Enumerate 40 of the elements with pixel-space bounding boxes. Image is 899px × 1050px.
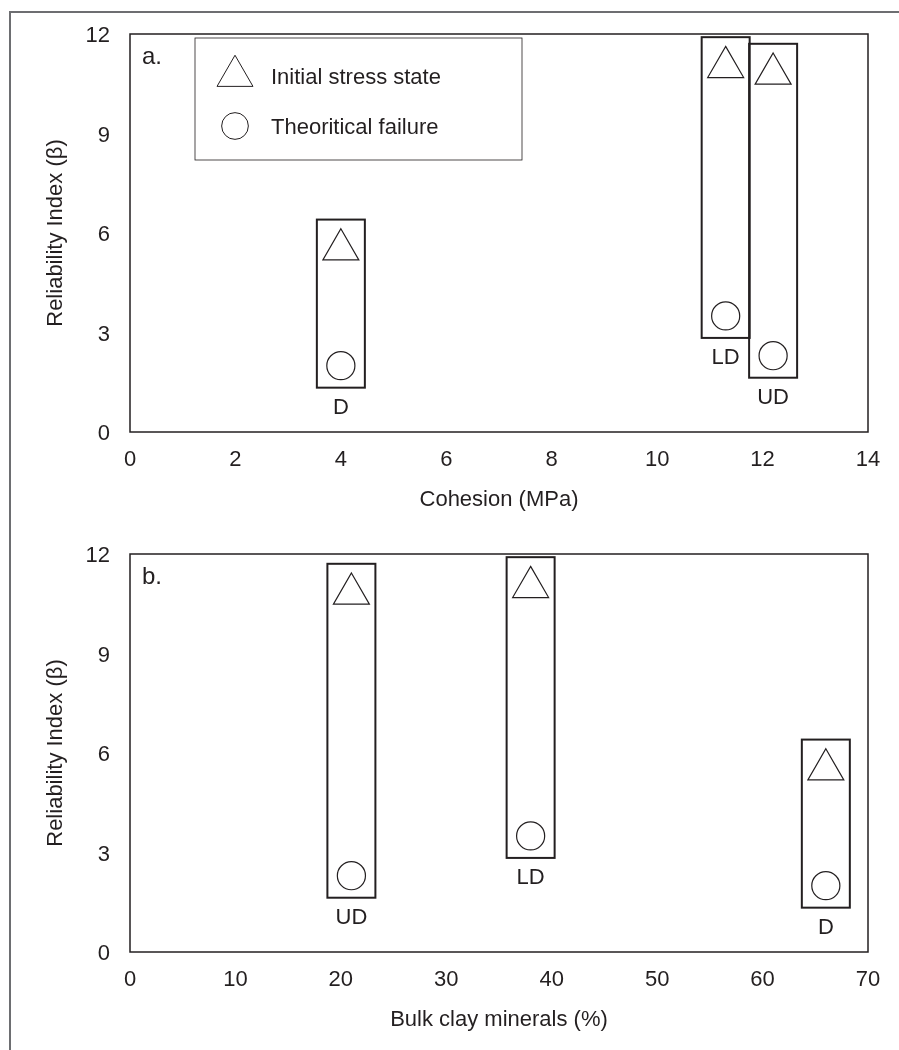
x-axis-title: Cohesion (MPa): [419, 486, 579, 511]
y-tick-label: 9: [97, 641, 110, 667]
x-tick-label: 60: [750, 966, 775, 991]
x-tick-label: 10: [644, 446, 670, 471]
x-tick-label: 20: [328, 966, 354, 991]
x-tick-label: 0: [123, 966, 137, 991]
y-tick-label: 0: [97, 420, 110, 445]
x-tick-label: 14: [855, 446, 881, 471]
x-axis-title: Bulk clay minerals (%): [390, 1006, 608, 1031]
y-tick-label: 6: [97, 221, 110, 246]
x-tick-label: 30: [434, 966, 459, 991]
annotation: UD: [757, 383, 789, 409]
y-tick-label: 12: [85, 22, 110, 47]
x-tick-label: 4: [334, 446, 347, 471]
y-axis-title: Reliability Index (β): [42, 139, 67, 327]
y-tick-label: 0: [97, 940, 110, 965]
x-tick-label: 10: [223, 966, 248, 991]
annotation: D: [817, 913, 834, 939]
x-tick-label: 2: [229, 446, 242, 471]
y-tick-label: 9: [97, 121, 110, 147]
annotation: D: [332, 393, 349, 419]
y-tick-label: 3: [97, 840, 110, 866]
x-tick-label: 50: [644, 966, 670, 991]
annotation: LD: [516, 863, 545, 889]
annotation: LD: [711, 343, 740, 369]
annotation: UD: [335, 903, 368, 929]
y-tick-label: 3: [97, 320, 110, 346]
x-tick-label: 0: [123, 446, 137, 471]
legend-label: Initial stress state: [271, 64, 441, 89]
y-axis-title: Reliability Index (β): [42, 659, 67, 847]
y-tick-label: 12: [85, 542, 110, 567]
y-tick-label: 6: [97, 741, 110, 766]
x-tick-label: 8: [545, 446, 558, 471]
x-tick-label: 40: [539, 966, 564, 991]
x-tick-label: 12: [750, 446, 775, 471]
x-tick-label: 6: [440, 446, 453, 471]
annotation: b.: [142, 562, 163, 589]
x-tick-label: 70: [855, 966, 881, 991]
legend-label: Theoritical failure: [271, 114, 439, 139]
annotation: a.: [142, 42, 163, 69]
